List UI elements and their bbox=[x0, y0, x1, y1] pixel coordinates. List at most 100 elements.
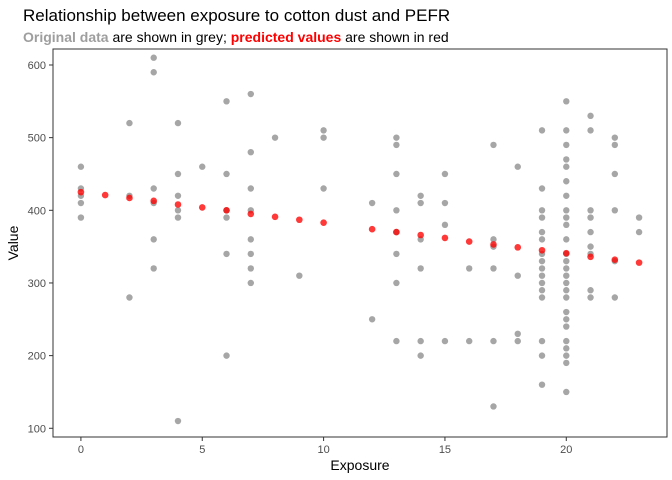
original-data-point bbox=[587, 112, 594, 120]
original-data-point bbox=[490, 236, 497, 243]
original-data-point bbox=[223, 214, 230, 221]
original-data-point bbox=[393, 207, 400, 214]
original-data-point bbox=[77, 163, 85, 170]
original-data-point bbox=[563, 308, 570, 316]
original-data-point bbox=[223, 352, 230, 359]
original-data-point bbox=[635, 214, 643, 221]
original-data-point bbox=[563, 207, 570, 214]
predicted-value-point bbox=[465, 238, 473, 245]
original-data-point bbox=[538, 257, 546, 265]
predicted-value-point bbox=[296, 216, 303, 224]
chart-subtitle: Original data are shown in grey; predict… bbox=[23, 29, 449, 45]
original-data-point bbox=[538, 294, 546, 301]
predicted-value-point bbox=[77, 188, 85, 196]
original-data-point bbox=[563, 337, 570, 345]
original-data-point bbox=[635, 228, 643, 236]
original-data-point bbox=[563, 323, 570, 330]
original-data-point bbox=[490, 265, 497, 272]
original-data-point bbox=[563, 163, 570, 170]
original-data-point bbox=[174, 119, 182, 127]
original-data-point bbox=[538, 185, 546, 192]
original-data-point bbox=[393, 279, 400, 287]
original-data-point bbox=[393, 250, 400, 258]
original-data-point bbox=[538, 381, 546, 388]
predicted-value-point bbox=[101, 191, 109, 199]
predicted-value-point bbox=[587, 253, 594, 261]
original-data-point bbox=[490, 337, 497, 345]
x-axis: 0 5 10 15 20 bbox=[78, 437, 572, 456]
original-data-point bbox=[538, 214, 546, 221]
original-data-point bbox=[77, 199, 85, 207]
predicted-value-point bbox=[490, 241, 497, 248]
original-data-point bbox=[466, 265, 473, 272]
original-data-point bbox=[223, 98, 230, 105]
original-data-point bbox=[587, 127, 594, 134]
predicted-value-point bbox=[223, 207, 230, 214]
original-data-point bbox=[538, 272, 546, 279]
original-data-point bbox=[174, 207, 182, 214]
original-data-point bbox=[563, 141, 570, 149]
original-data-point bbox=[563, 279, 570, 287]
original-data-point bbox=[247, 279, 254, 287]
original-data-point bbox=[441, 170, 449, 178]
predicted-value-point bbox=[611, 256, 619, 264]
y-tick-label: 400 bbox=[28, 205, 46, 217]
original-data-point bbox=[247, 90, 254, 98]
original-data-point bbox=[320, 127, 327, 134]
original-data-point bbox=[393, 170, 400, 178]
original-data-point bbox=[611, 294, 619, 301]
original-data-point bbox=[538, 287, 546, 294]
original-data-point bbox=[563, 192, 570, 199]
original-data-point bbox=[538, 352, 546, 359]
original-data-point bbox=[538, 207, 546, 214]
original-data-point bbox=[563, 156, 570, 163]
original-data-point bbox=[563, 257, 570, 265]
predicted-value-point bbox=[441, 234, 449, 242]
original-data-point bbox=[174, 192, 182, 199]
predicted-value-point bbox=[368, 225, 376, 233]
predicted-value-point bbox=[126, 194, 133, 202]
y-tick-label: 200 bbox=[28, 351, 46, 363]
original-data-point bbox=[490, 403, 497, 410]
predicted-value-point bbox=[174, 201, 182, 208]
original-data-point bbox=[587, 243, 594, 250]
original-data-point bbox=[417, 199, 424, 207]
original-data-point bbox=[150, 69, 157, 76]
original-data-point bbox=[538, 127, 546, 134]
original-data-point bbox=[563, 214, 570, 221]
original-data-point bbox=[247, 185, 254, 192]
subtitle-predicted-label: predicted values bbox=[230, 29, 342, 45]
original-data-point bbox=[466, 337, 473, 345]
original-data-point bbox=[150, 185, 157, 192]
y-tick-label: 500 bbox=[28, 133, 46, 145]
x-axis-title: Exposure bbox=[330, 457, 389, 473]
chart-title: Relationship between exposure to cotton … bbox=[23, 6, 451, 25]
original-data-point bbox=[563, 265, 570, 272]
original-data-point bbox=[538, 228, 546, 236]
subtitle-original-label: Original data bbox=[23, 29, 109, 45]
original-data-point bbox=[538, 236, 546, 243]
original-data-point bbox=[611, 207, 619, 214]
original-data-point bbox=[587, 228, 594, 236]
predicted-value-point bbox=[514, 244, 522, 251]
original-data-point bbox=[150, 236, 157, 243]
predicted-value-point bbox=[247, 210, 255, 218]
plot-panel-border bbox=[52, 48, 668, 438]
x-tick-label: 10 bbox=[317, 444, 329, 456]
original-data-point bbox=[563, 127, 570, 134]
original-data-point bbox=[126, 119, 133, 127]
original-data-point bbox=[563, 221, 570, 229]
predicted-value-point bbox=[538, 246, 546, 254]
original-data-point bbox=[587, 207, 594, 214]
x-tick-label: 20 bbox=[560, 444, 572, 456]
original-data-point bbox=[441, 221, 449, 229]
original-data-point bbox=[538, 337, 546, 345]
original-data-point bbox=[441, 199, 449, 207]
original-data-point bbox=[150, 54, 157, 61]
subtitle-text-2: are shown in red bbox=[341, 29, 449, 45]
original-data-point bbox=[247, 250, 254, 258]
original-data-point bbox=[563, 178, 570, 185]
original-data-point bbox=[126, 294, 133, 301]
original-data-point bbox=[368, 316, 376, 323]
